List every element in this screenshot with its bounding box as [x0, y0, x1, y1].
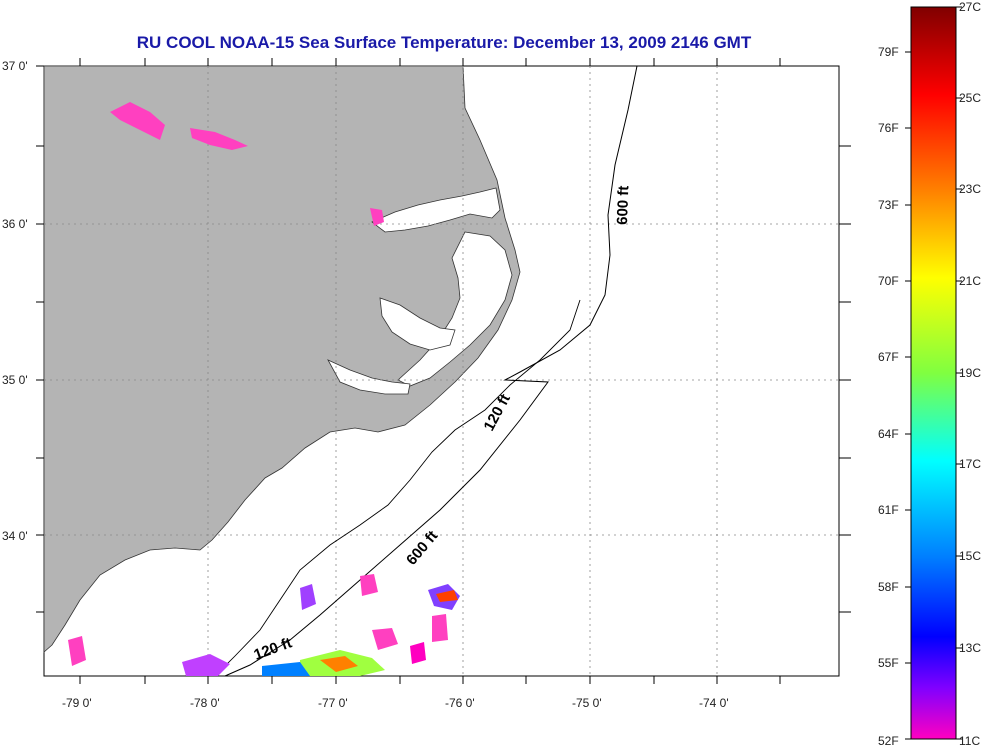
colorbar-c-19: 19C: [959, 366, 981, 380]
sst-patch: [360, 574, 378, 596]
lat-label-34: 34 0': [2, 529, 28, 543]
colorbar: [910, 6, 957, 740]
lat-ticks: [36, 65, 851, 613]
neuse-river: [327, 359, 411, 395]
sst-patch: [436, 590, 458, 602]
colorbar-c-21: 21C: [959, 274, 981, 288]
contour-600ft: [224, 65, 638, 677]
lon-ticks: [79, 58, 781, 684]
sst-patch: [370, 208, 384, 226]
colorbar-f-61: 61F: [878, 503, 899, 517]
lon-label-76: -76 0': [445, 696, 475, 710]
colorbar-f-67: 67F: [878, 350, 899, 364]
sst-patch: [320, 656, 358, 672]
colorbar-f-76: 76F: [878, 121, 899, 135]
map-title: RU COOL NOAA-15 Sea Surface Temperature:…: [136, 33, 752, 52]
colorbar-c-27: 27C: [959, 0, 981, 14]
colorbar-f-64: 64F: [878, 427, 899, 441]
colorbar-f-55: 55F: [878, 656, 899, 670]
albemarle-sound: [371, 187, 501, 233]
colorbar-ticks: [905, 6, 962, 740]
sst-patch: [110, 102, 165, 140]
sst-patches: [68, 102, 460, 676]
colorbar-f-70: 70F: [878, 274, 899, 288]
sst-patch: [372, 628, 398, 650]
sst-patch: [300, 584, 316, 610]
sst-patch: [182, 654, 230, 676]
contour-120ft: [214, 299, 581, 677]
colorbar-f-73: 73F: [878, 198, 899, 212]
lat-label-35: 35 0': [2, 373, 28, 387]
colorbar-f-52: 52F: [878, 734, 899, 748]
lon-label-75: -75 0': [572, 696, 602, 710]
colorbar-c-13: 13C: [959, 641, 981, 655]
colorbar-f-58: 58F: [878, 580, 899, 594]
sst-patch: [432, 614, 448, 642]
colorbar-c-11: 11C: [959, 734, 980, 748]
sst-patch: [262, 662, 310, 676]
sst-patch: [410, 642, 426, 664]
pamlico-sound: [397, 231, 513, 387]
pamlico-river: [379, 297, 456, 351]
colorbar-c-15: 15C: [959, 549, 981, 563]
sst-patch: [68, 636, 86, 666]
sst-patch: [190, 128, 248, 150]
colorbar-c-23: 23C: [959, 182, 981, 196]
lon-label-74: -74 0': [699, 696, 729, 710]
lon-label-79: -79 0': [62, 696, 92, 710]
colorbar-c-25: 25C: [959, 91, 981, 105]
lon-label-77: -77 0': [318, 696, 348, 710]
lat-label-36: 36 0': [2, 217, 28, 231]
colorbar-f-79: 79F: [878, 45, 899, 59]
graticule: [44, 66, 839, 676]
lat-label-37: 37 0': [2, 59, 28, 73]
lon-label-78: -78 0': [190, 696, 220, 710]
contour-label-600-north: 600 ft: [614, 185, 632, 225]
colorbar-c-17: 17C: [959, 457, 981, 471]
